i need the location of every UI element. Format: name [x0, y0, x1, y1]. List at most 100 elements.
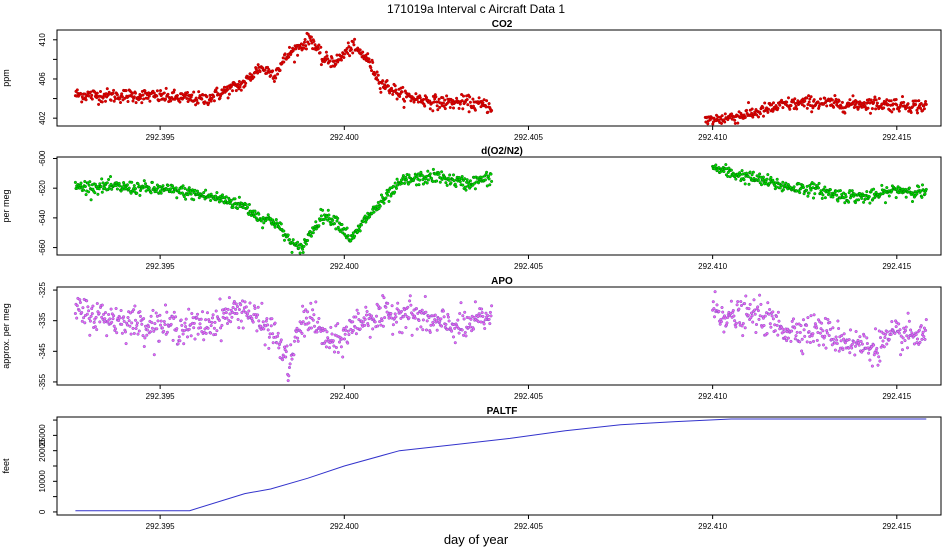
data-point [766, 173, 770, 177]
x-tick-label: 292.400 [330, 522, 359, 531]
data-point [823, 96, 827, 100]
data-point [327, 346, 332, 350]
data-point [317, 43, 321, 47]
data-point [823, 316, 827, 320]
data-point [184, 317, 188, 321]
data-point [776, 310, 780, 314]
data-point [743, 182, 747, 186]
x-tick-label: 292.410 [698, 392, 727, 401]
data-point [354, 315, 358, 319]
data-point [872, 100, 876, 105]
data-point [346, 41, 350, 45]
data-point [268, 332, 272, 336]
data-point [375, 70, 379, 74]
data-point [319, 45, 323, 49]
data-point [736, 121, 740, 125]
data-point [172, 88, 176, 92]
data-point [394, 88, 398, 92]
data-point [421, 318, 425, 322]
data-point [424, 174, 429, 178]
data-point [844, 195, 848, 199]
data-point [215, 191, 219, 195]
data-point [852, 340, 856, 344]
data-point [840, 333, 844, 338]
data-point [777, 319, 781, 323]
data-point [861, 348, 865, 352]
data-point [376, 324, 380, 328]
data-point [364, 313, 369, 317]
data-point [175, 196, 179, 200]
data-point [744, 294, 748, 298]
data-point [91, 304, 95, 308]
data-point [815, 338, 819, 342]
data-point [752, 298, 756, 302]
figure-title: 171019a Interval c Aircraft Data 1 [387, 2, 565, 16]
data-point [123, 330, 128, 334]
data-point [292, 353, 296, 357]
data-point [904, 325, 908, 329]
data-point [463, 185, 467, 189]
x-tick-label: 292.400 [330, 392, 359, 401]
data-point [358, 327, 362, 331]
data-point [768, 322, 772, 326]
data-point [723, 120, 727, 124]
data-point [181, 332, 185, 336]
data-point [331, 218, 335, 222]
data-point [136, 332, 140, 336]
data-point [795, 322, 799, 326]
data-point [842, 332, 846, 336]
data-point [143, 182, 148, 186]
data-point [200, 310, 205, 314]
data-point [165, 330, 169, 334]
data-point [738, 173, 742, 177]
data-point [198, 322, 202, 326]
data-point [214, 309, 218, 313]
data-point [712, 315, 717, 319]
data-point [464, 334, 468, 338]
data-point [195, 312, 200, 316]
data-point [446, 312, 450, 316]
data-point [922, 326, 926, 330]
data-point [421, 182, 425, 186]
panel-co2: CO2 ppm 292.395 292.400 292.405 292.410 292.41… [1, 19, 942, 142]
data-point [712, 307, 716, 311]
data-point [765, 331, 769, 336]
data-point [378, 204, 382, 208]
data-point [890, 320, 894, 324]
data-point [346, 329, 350, 333]
data-point [345, 46, 349, 51]
data-point [332, 344, 336, 348]
series-apo-segment-1 [711, 290, 928, 368]
data-point [278, 68, 282, 72]
data-point [807, 94, 811, 98]
data-point [480, 175, 484, 179]
data-point [312, 313, 316, 317]
data-point [127, 319, 131, 323]
data-point [809, 314, 813, 318]
data-point [106, 319, 110, 323]
data-point [817, 181, 821, 185]
data-point [383, 316, 387, 320]
data-point [923, 337, 927, 341]
data-point [135, 323, 139, 328]
data-point [853, 344, 858, 348]
data-point [410, 333, 414, 337]
data-point [720, 114, 724, 118]
data-point [435, 328, 439, 332]
data-point [429, 323, 433, 327]
data-point [380, 319, 384, 323]
data-point [199, 317, 203, 321]
data-point [225, 321, 230, 326]
y-axis-label: ppm [1, 69, 11, 87]
data-point [801, 352, 805, 356]
data-point [912, 342, 916, 346]
data-point [149, 314, 153, 318]
data-point [428, 107, 432, 111]
data-point [393, 181, 397, 185]
data-point [718, 322, 722, 326]
data-point [806, 102, 810, 107]
data-point [187, 307, 191, 311]
data-point [843, 201, 847, 205]
data-point [206, 326, 210, 330]
data-point [349, 327, 353, 331]
